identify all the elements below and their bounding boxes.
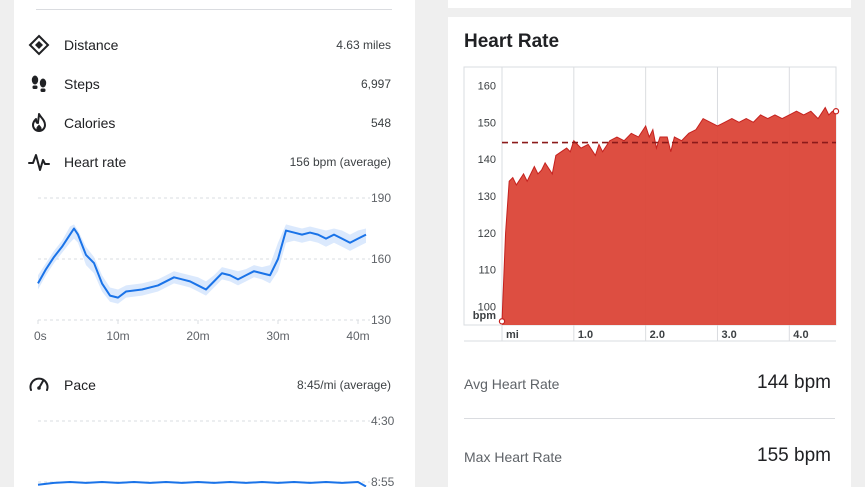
heart-rate-line-chart: 190 160 130 0s 10m 20m 30m 40m <box>34 191 391 343</box>
heart-rate-area <box>502 107 836 325</box>
metric-label: Distance <box>64 37 119 53</box>
previous-card-edge <box>448 0 851 8</box>
x-tick-label: 40m <box>346 329 369 343</box>
stats-divider <box>464 418 835 419</box>
heart-rate-card: Heart Rate 100 110 120 130 140 150 160 bpm mi 1.0… <box>448 17 851 487</box>
y-tick-label: 140 <box>478 154 496 166</box>
metric-label: Pace <box>64 377 96 393</box>
y-tick-label: 160 <box>478 80 496 92</box>
end-marker <box>832 108 840 115</box>
y-tick-label: 110 <box>478 265 496 277</box>
stat-label: Max Heart Rate <box>464 449 563 465</box>
footprints-icon <box>31 75 47 92</box>
metric-row-steps: Steps 6,997 <box>14 73 415 97</box>
metric-row-heart-rate: Heart rate 156 bpm (average) <box>14 151 415 175</box>
metric-value: 6,997 <box>360 77 391 91</box>
x-tick-label: 3.0 <box>721 329 736 341</box>
x-tick-label: 1.0 <box>578 329 593 341</box>
stat-value: 144 bpm <box>757 372 831 393</box>
y-tick-label: 8:55 <box>371 475 395 487</box>
y-tick-label: 190 <box>371 191 391 205</box>
top-divider <box>36 9 392 10</box>
heart-rate-series-line <box>37 227 367 299</box>
pace-series-line <box>37 481 367 487</box>
x-tick-label: 30m <box>266 329 289 343</box>
x-tick-label: 10m <box>106 329 129 343</box>
stat-label: Avg Heart Rate <box>464 376 560 392</box>
metric-row-distance: Distance 4.63 miles <box>14 34 415 58</box>
x-tick-label: 20m <box>186 329 209 343</box>
y-unit-label: bpm <box>473 310 496 322</box>
y-tick-label: 160 <box>371 252 391 266</box>
metric-label: Steps <box>64 76 100 92</box>
y-tick-label: 4:30 <box>371 414 395 428</box>
metric-row-calories: Calories 548 <box>14 112 415 136</box>
x-tick-label: 4.0 <box>793 329 808 341</box>
metric-value: 156 bpm (average) <box>289 155 391 169</box>
heart-rate-area-outline <box>501 106 836 322</box>
flame-icon <box>32 113 46 132</box>
max-heart-rate-row: Max Heart Rate 155 bpm <box>448 445 851 487</box>
metric-value: 8:45/mi (average) <box>296 378 391 392</box>
speedometer-icon <box>29 377 49 391</box>
x-tick-label: mi <box>506 329 519 341</box>
metric-label: Heart rate <box>64 154 127 170</box>
start-marker <box>498 318 506 325</box>
y-tick-label: 130 <box>478 191 496 203</box>
x-tick-label: 0s <box>34 329 47 343</box>
workout-details-panel: Distance 4.63 miles Steps 6,997 Calories… <box>14 0 415 487</box>
heart-rate-card-title: Heart Rate <box>464 31 560 52</box>
metric-value: 4.63 miles <box>336 38 391 52</box>
metric-label: Calories <box>64 115 116 131</box>
metric-value: 548 <box>370 116 391 130</box>
pulse-icon <box>28 154 50 171</box>
y-tick-label: 120 <box>478 228 496 240</box>
y-tick-label: 150 <box>478 117 496 129</box>
metric-row-pace: Pace 8:45/mi (average) <box>14 374 415 398</box>
heart-rate-range-band <box>38 224 366 304</box>
stat-value: 155 bpm <box>757 445 831 466</box>
y-tick-label: 100 <box>478 302 496 314</box>
y-tick-label: 130 <box>371 313 391 327</box>
avg-heart-rate-row: Avg Heart Rate 144 bpm <box>448 372 851 436</box>
x-tick-label: 2.0 <box>650 329 665 341</box>
pace-line-chart: 4:30 8:55 <box>37 414 395 487</box>
diamond-pin-icon <box>28 34 50 56</box>
